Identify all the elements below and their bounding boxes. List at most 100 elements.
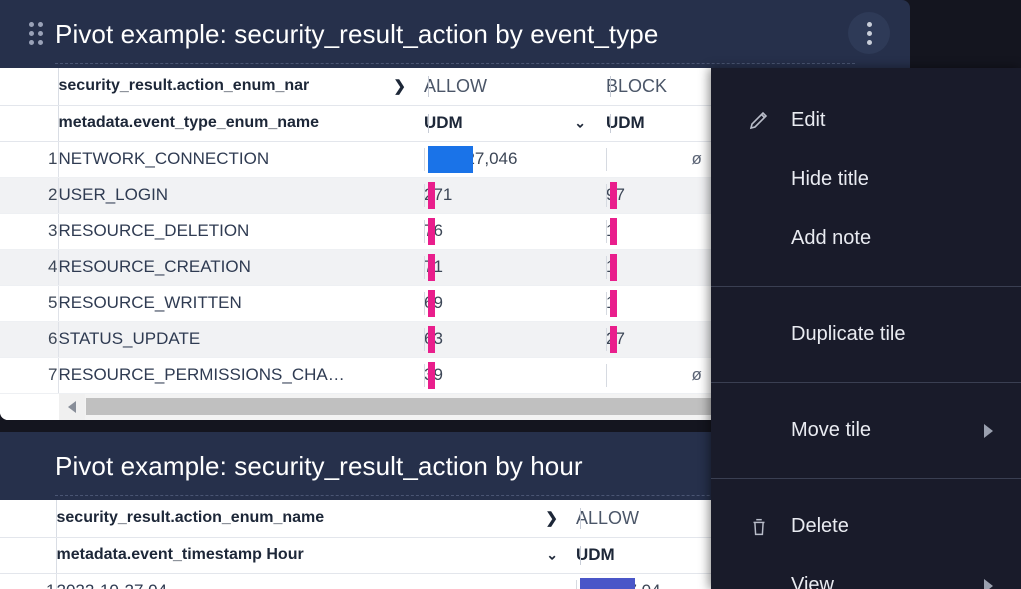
chevron-down-icon[interactable]: ⌄ [546,546,558,563]
menu-pad [711,383,1021,401]
measure-allow-udm[interactable]: UDM ⌄ [424,105,606,142]
cell-allow[interactable]: 39 [424,357,606,394]
value-bar [428,145,473,173]
chevron-right-icon[interactable]: ❯ [393,78,406,96]
value-bar [428,361,435,389]
value-bar [610,289,617,317]
cell-divider [576,579,577,589]
menu-pad [711,268,1021,286]
value-bar [580,577,635,589]
chevron-right-icon[interactable]: ❯ [545,510,558,528]
value-bar [610,325,617,353]
corner-cell-3 [0,500,56,538]
value-bar [610,217,617,245]
scrollbar-thumb[interactable] [86,397,904,415]
cell-divider [606,327,607,351]
dimension-column-label-2[interactable]: metadata.event_timestamp Hour ⌄ [55,537,576,574]
menu-item-label: Duplicate tile [791,323,906,345]
pencil-icon [746,108,772,134]
menu-item-label: Hide title [791,168,869,190]
menu-item-label: Edit [791,109,826,131]
dimension-row-label-2[interactable]: security_result.action_enum_name ❯ [55,500,576,538]
cell-divider [606,183,607,207]
trash-icon [746,514,772,540]
row-dimension-value[interactable]: RESOURCE_CREATION [57,249,424,286]
value-bar [610,181,617,209]
cell-divider [424,363,425,387]
value-bar [428,289,435,317]
tile-pivot-event-type: Pivot example: security_result_action by… [0,0,910,420]
measure-group-allow[interactable]: ALLOW [424,68,606,106]
menu-item-duplicate-tile[interactable]: Duplicate tile [711,305,1021,364]
cell-value: 47,04 [618,581,661,589]
cell-divider [606,147,607,171]
more-vertical-icon[interactable] [848,12,890,54]
measure-allow-udm-label: UDM [424,113,463,132]
tile1-header: Pivot example: security_result_action by… [0,0,910,68]
row-dimension-value[interactable]: NETWORK_CONNECTION [57,141,424,178]
menu-item-edit[interactable]: Edit [711,91,1021,150]
row-dimension-value[interactable]: RESOURCE_WRITTEN [57,285,424,322]
row-number: 2 [0,177,58,214]
cell-divider [606,291,607,315]
cell-divider [606,255,607,279]
cell-allow[interactable]: 69 [424,285,606,322]
menu-item-label: Move tile [791,419,872,441]
menu-item-hide-title[interactable]: Hide title [711,150,1021,209]
menu-pad [711,460,1021,478]
menu-pad [711,479,1021,497]
cell-divider [424,291,425,315]
drag-dots-icon[interactable] [29,22,49,46]
chevron-right-icon [984,578,993,589]
menu-divider [711,382,1021,383]
row-number: 6 [0,321,58,358]
cell-divider [606,219,607,243]
row-dimension-value[interactable]: RESOURCE_DELETION [57,213,424,250]
menu-item-add-note[interactable]: Add note [711,209,1021,268]
menu-divider [711,478,1021,479]
dimension-row-text: security_result.action_enum_nar [58,77,310,95]
measure-group-allow-label-2: ALLOW [576,507,640,528]
menu-top-gap [711,68,1021,91]
dimension-row-label[interactable]: security_result.action_enum_nar ❯ [57,68,424,106]
cell-divider [606,363,607,387]
row-number: 3 [0,213,58,250]
title-divider-2 [55,495,855,496]
cell-allow[interactable]: 63 [424,321,606,358]
menu-item-move-tile[interactable]: Move tile [711,401,1021,460]
cell-allow[interactable]: 271 [424,177,606,214]
menu-pad [711,287,1021,305]
cell-block[interactable]: 27 [606,321,788,358]
cell-divider [424,219,425,243]
corner-cell-4 [0,537,56,574]
tile1-table-wrap: security_result.action_enum_nar ❯ ALLOW … [0,68,910,420]
menu-item-delete[interactable]: Delete [711,497,1021,556]
cell-allow[interactable]: 76 [424,213,606,250]
cell-divider [424,183,425,207]
triangle-left-icon[interactable] [59,393,85,420]
cell-divider [424,327,425,351]
measure-block-udm-label: UDM [606,113,645,132]
tile-context-menu[interactable]: Edit Hide title Add note Duplicate tile Move… [711,68,1021,589]
tile1-title: Pivot example: security_result_action by… [55,18,659,49]
dimension-column-label[interactable]: metadata.event_type_enum_name [57,105,424,142]
row-dimension-value[interactable]: USER_LOGIN [57,177,424,214]
row-dimension-value[interactable]: RESOURCE_PERMISSIONS_CHA… [57,357,424,394]
row-dimension-value[interactable]: 2022-10-27 04 [55,573,576,589]
cell-allow[interactable]: 327,046 [424,141,606,178]
value-bar [428,325,435,353]
row-dimension-value[interactable]: STATUS_UPDATE [57,321,424,358]
measure-group-block-label: BLOCK [606,75,668,96]
menu-item-view[interactable]: View [711,556,1021,589]
menu-item-label: View [791,574,834,589]
row-number: 1 [0,573,56,589]
value-bar [428,253,435,281]
row-number: 5 [0,285,58,322]
cell-allow[interactable]: 71 [424,249,606,286]
measure-allow-udm-label-2: UDM [576,545,615,564]
dimension-row-text-2: security_result.action_enum_name [56,509,325,527]
cell-value: ø [691,149,702,168]
measure-group-allow-label: ALLOW [424,75,488,96]
chevron-down-icon[interactable]: ⌄ [574,114,586,131]
cell-value: ø [691,365,702,384]
